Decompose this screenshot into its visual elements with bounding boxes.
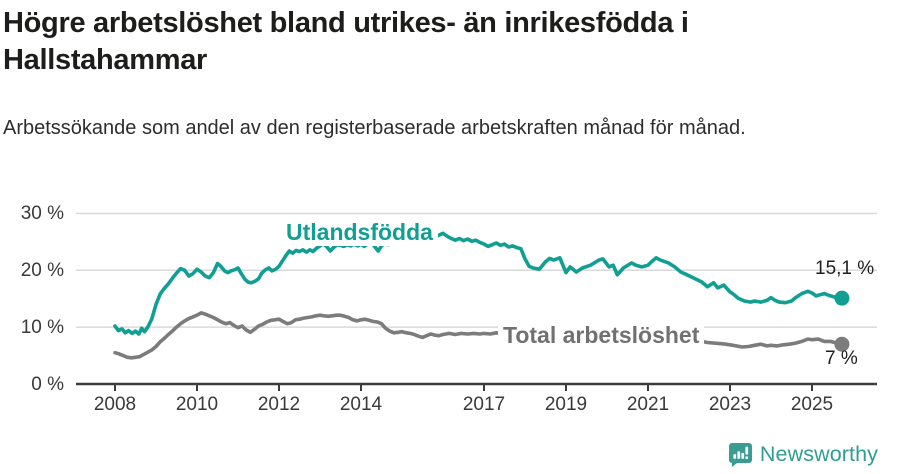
y-axis-tick-label: 20 %	[20, 260, 64, 282]
x-axis-tick-label: 2021	[626, 394, 670, 415]
series-line-1	[113, 311, 844, 360]
chart-title: Högre arbetslöshet bland utrikes- än inr…	[3, 7, 689, 76]
x-axis-tick-label: 2014	[339, 394, 383, 415]
end-value-label-utlandsfodda: 15,1 %	[815, 258, 875, 279]
newsworthy-brand-text: Newsworthy	[759, 442, 878, 466]
end-value-label-total: 7 %	[825, 348, 858, 369]
x-axis-tick-label: 2012	[257, 394, 301, 415]
x-axis-tick-label: 2017	[462, 394, 506, 415]
y-axis-tick-label: 10 %	[20, 317, 64, 339]
x-axis-tick-label: 2008	[93, 394, 137, 415]
x-axis-tick-label: 2019	[544, 394, 588, 415]
chart-subtitle: Arbetssökande som andel av den registerb…	[3, 117, 746, 139]
x-axis-tick-label: 2025	[790, 394, 834, 415]
newsworthy-logo-icon	[728, 442, 753, 467]
series-end-dot-0	[834, 290, 850, 306]
x-axis-tick-label: 2023	[708, 394, 752, 415]
y-axis-tick-label: 30 %	[20, 203, 64, 225]
series-line-0	[113, 231, 844, 336]
series-label-utlandsfodda: Utlandsfödda	[281, 219, 438, 246]
x-axis-tick-label: 2010	[175, 394, 219, 415]
series-label-total-arbetsloshet: Total arbetslöshet	[498, 322, 705, 349]
newsworthy-branding: Newsworthy	[728, 442, 878, 467]
series-end-dot-1	[834, 336, 850, 352]
y-axis-tick-label: 0 %	[31, 374, 64, 395]
